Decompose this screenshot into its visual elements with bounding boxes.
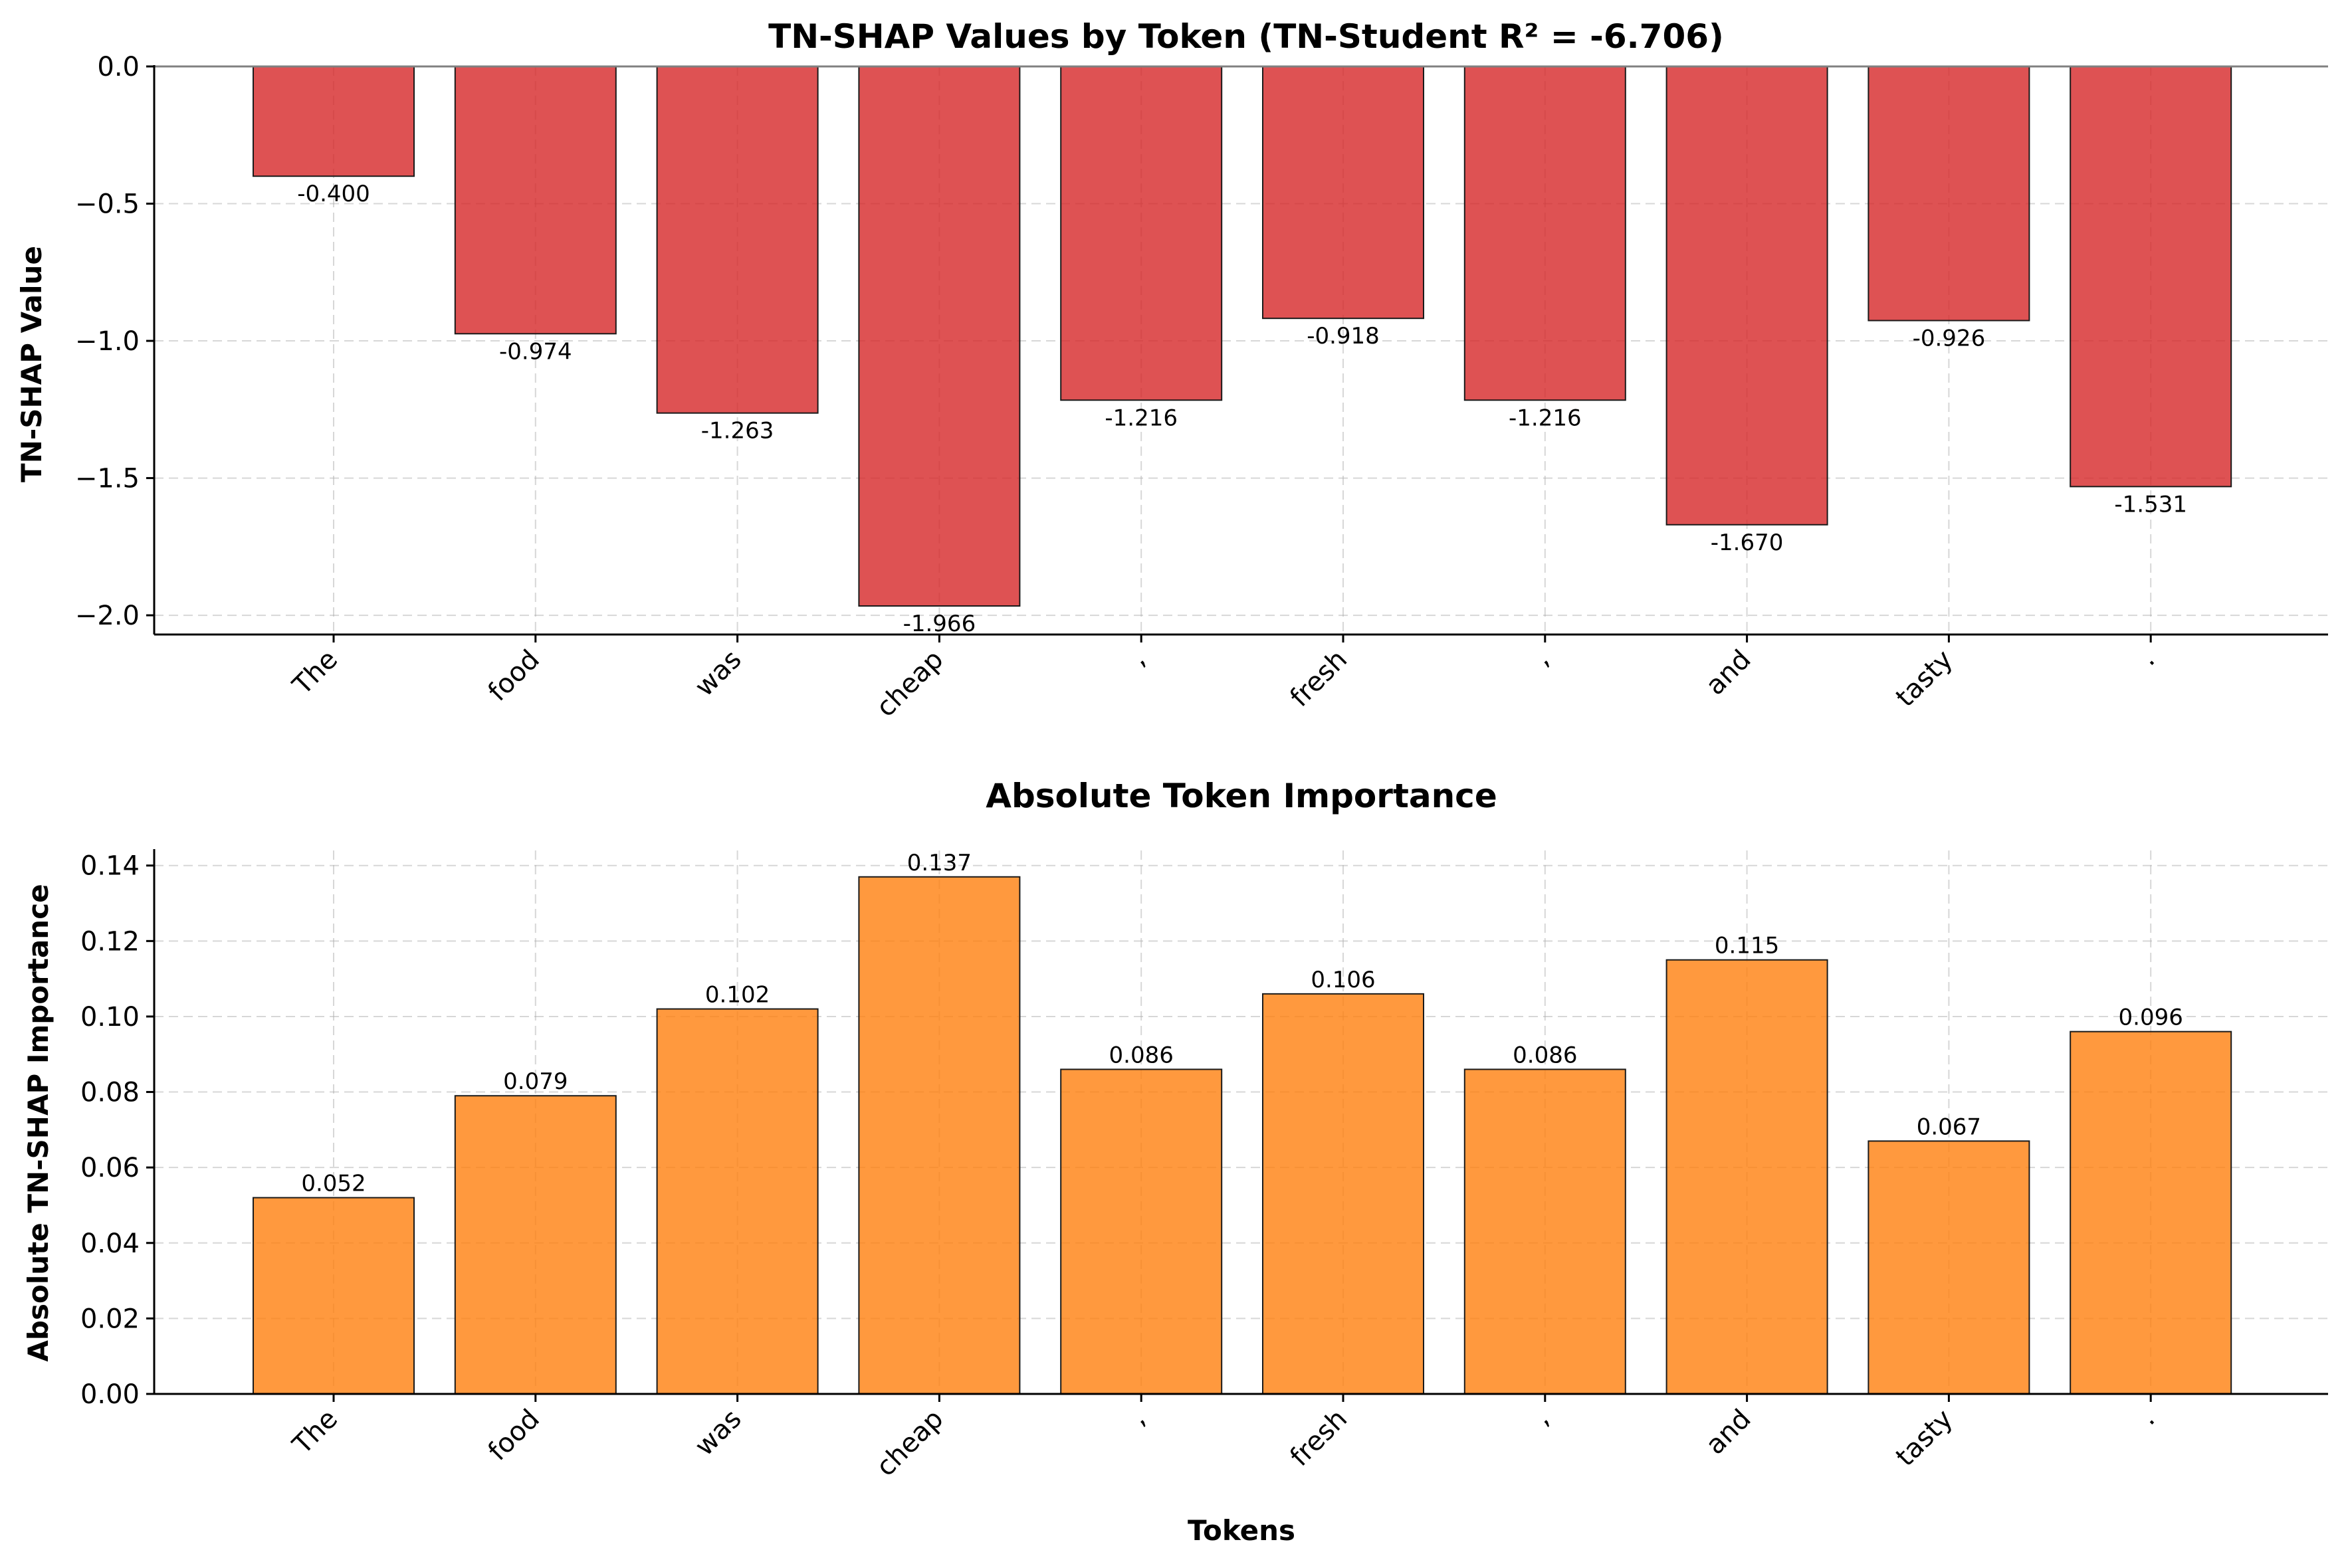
- x-tick-label: tasty: [1890, 1404, 1959, 1473]
- x-tick-label: was: [689, 1404, 748, 1462]
- bar-value-label: -1.263: [701, 418, 774, 444]
- bar-value-label: -1.670: [1711, 530, 1784, 556]
- bar-value-label: 0.052: [301, 1171, 366, 1197]
- x-tick-label: ,: [1124, 644, 1152, 672]
- chart-bottom-panel: Absolute Token Importance Absolute TN-SH…: [22, 777, 2328, 1547]
- bar-bottom-6: [1463, 1068, 1626, 1395]
- bar-bottom-2: [656, 1008, 819, 1395]
- bar-bottom-9: [2070, 1030, 2232, 1395]
- bar-bottom-8: [1868, 1140, 2030, 1395]
- bar-top-5: [1262, 66, 1424, 320]
- bar-top-6: [1463, 66, 1626, 401]
- bar-value-label: 0.086: [1513, 1042, 1577, 1068]
- bar-top-9: [2070, 66, 2232, 488]
- x-tick-label: The: [286, 644, 344, 702]
- bar-bottom-0: [253, 1197, 415, 1395]
- bar-top-2: [656, 66, 819, 414]
- bar-value-label: -1.216: [1105, 405, 1178, 431]
- chart-title-bottom: Absolute Token Importance: [986, 777, 1497, 815]
- bar-value-label: -0.974: [499, 338, 572, 365]
- y-tick-label: −2.0: [75, 601, 140, 631]
- bar-value-label: 0.102: [705, 982, 770, 1009]
- bar-top-1: [454, 66, 617, 335]
- x-tick-label: and: [1700, 644, 1757, 702]
- y-tick-label: −1.5: [75, 464, 140, 494]
- x-tick-label: ,: [1124, 1404, 1152, 1432]
- y-tick-label: −1.0: [75, 326, 140, 357]
- bar-bottom-3: [858, 876, 1021, 1395]
- bar-top-0: [253, 66, 415, 177]
- bar-value-label: -1.966: [903, 611, 976, 637]
- bar-value-label: 0.067: [1917, 1114, 1981, 1140]
- bar-value-label: -0.918: [1307, 323, 1380, 349]
- x-tick-label: tasty: [1890, 644, 1959, 714]
- bar-value-label: -1.216: [1509, 405, 1582, 431]
- x-tick-label: ,: [1527, 644, 1555, 672]
- y-tick-label: −0.5: [75, 189, 140, 220]
- x-tick-label: and: [1700, 1404, 1757, 1461]
- bar-value-label: 0.079: [503, 1068, 568, 1095]
- y-tick-label: 0.10: [80, 1002, 140, 1032]
- bar-value-label: -0.400: [297, 181, 370, 207]
- x-tick-label: fresh: [1285, 644, 1354, 714]
- x-tick-label: food: [482, 1404, 546, 1467]
- x-tick-label: fresh: [1285, 1404, 1354, 1473]
- y-tick-label: 0.12: [80, 926, 140, 957]
- bar-value-label: -0.926: [1913, 325, 1986, 351]
- y-tick-label: 0.04: [80, 1228, 140, 1259]
- x-tick-label: was: [689, 644, 748, 703]
- y-tick-label: 0.0: [97, 52, 140, 82]
- x-tick-label: .: [2133, 1404, 2161, 1432]
- bar-bottom-7: [1665, 959, 1828, 1395]
- bar-value-label: -1.531: [2114, 491, 2187, 518]
- y-axis-label-top: TN-SHAP Value: [15, 246, 48, 482]
- x-tick-label: .: [2133, 644, 2161, 672]
- y-tick-label: 0.00: [80, 1379, 140, 1410]
- bar-value-label: 0.115: [1715, 933, 1779, 959]
- bar-top-8: [1868, 66, 2030, 322]
- y-tick-label: 0.08: [80, 1078, 140, 1108]
- x-tick-label: ,: [1527, 1404, 1555, 1432]
- x-tick-label: food: [482, 644, 546, 708]
- bar-bottom-4: [1060, 1068, 1223, 1395]
- chart-top-panel: TN-SHAP Values by Token (TN-Student R² =…: [15, 17, 2328, 723]
- bar-labels-bottom: 0.052 0.079 0.102 0.137 0.086 0.106 0.086 0.115…: [301, 850, 2183, 1197]
- x-tick-label: The: [286, 1404, 344, 1461]
- bar-value-label: 0.086: [1109, 1042, 1174, 1068]
- x-tick-label: cheap: [871, 644, 950, 724]
- y-tick-label: 0.14: [80, 851, 140, 882]
- bar-value-label: 0.137: [907, 850, 972, 876]
- y-tick-label: 0.06: [80, 1153, 140, 1183]
- bar-labels-top: -0.400 -0.974 -1.263 -1.966 -1.216 -0.918 -1.2…: [297, 181, 2187, 637]
- bar-top-7: [1665, 66, 1828, 526]
- bar-bottom-5: [1262, 993, 1424, 1395]
- x-tick-label: cheap: [871, 1404, 950, 1483]
- x-axis-label-bottom: Tokens: [1188, 1514, 1295, 1547]
- y-tick-label: 0.02: [80, 1304, 140, 1334]
- bar-value-label: 0.096: [2119, 1005, 2183, 1031]
- y-axis-label-bottom: Absolute TN-SHAP Importance: [22, 884, 54, 1361]
- bars-top: [253, 66, 2232, 607]
- bar-value-label: 0.106: [1311, 967, 1375, 993]
- chart-title-top: TN-SHAP Values by Token (TN-Student R² =…: [768, 17, 1724, 56]
- bar-bottom-1: [454, 1095, 617, 1395]
- bars-bottom: [253, 876, 2232, 1395]
- bar-top-4: [1060, 66, 1223, 401]
- bar-top-3: [858, 66, 1021, 607]
